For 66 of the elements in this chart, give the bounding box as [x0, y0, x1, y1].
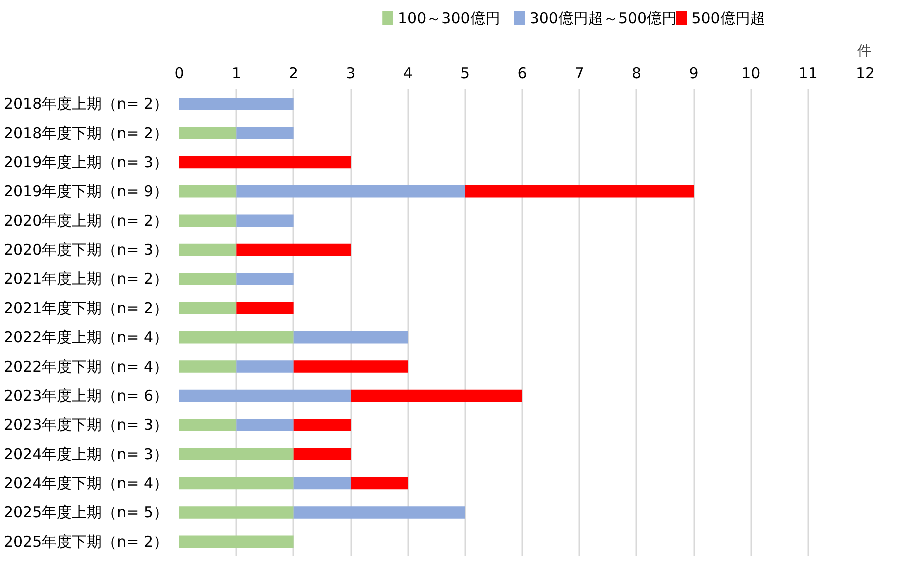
- y-tick-label: 2021年度上期（n= 2）: [4, 270, 168, 288]
- bar: [180, 214, 237, 227]
- y-tick-label: 2025年度下期（n= 2）: [4, 532, 168, 551]
- bar: [180, 536, 294, 548]
- y-tick-label: 2025年度上期（n= 5）: [4, 504, 168, 522]
- bar: [236, 214, 294, 227]
- bar: [180, 506, 294, 519]
- bar: [180, 360, 237, 373]
- y-tick-label: 2023年度下期（n= 3）: [4, 416, 168, 434]
- bar: [180, 98, 294, 110]
- y-tick-label: 2018年度下期（n= 2）: [4, 124, 168, 142]
- bar: [236, 302, 294, 315]
- bar: [294, 506, 466, 519]
- bar: [351, 477, 408, 490]
- bar: [180, 244, 237, 256]
- bar: [294, 448, 351, 460]
- bar: [180, 302, 237, 315]
- bar: [465, 186, 694, 198]
- x-tick-label: 3: [346, 64, 356, 82]
- y-tick-label: 2024年度下期（n= 4）: [4, 474, 168, 493]
- bar: [294, 360, 408, 373]
- bar: [180, 477, 294, 490]
- x-tick-label: 7: [574, 64, 584, 82]
- x-tick-label: 9: [689, 64, 699, 82]
- bar: [236, 419, 294, 432]
- bar: [180, 186, 237, 198]
- x-tick-label: 12: [856, 64, 876, 82]
- y-tick-label: 2020年度上期（n= 2）: [4, 212, 168, 230]
- y-tick-label: 2021年度下期（n= 2）: [4, 299, 168, 318]
- bar: [180, 127, 237, 140]
- x-tick-label: 8: [632, 64, 642, 82]
- y-tick-label: 2022年度上期（n= 4）: [4, 328, 168, 347]
- y-tick-label: 2018年度上期（n= 2）: [4, 95, 168, 114]
- legend-label: 100～300億円: [398, 10, 500, 28]
- bar: [236, 273, 294, 286]
- y-tick-label: 2022年度下期（n= 4）: [4, 358, 168, 376]
- bar: [236, 360, 294, 373]
- bar: [180, 419, 237, 432]
- bar: [294, 331, 408, 344]
- y-tick-label: 2019年度上期（n= 3）: [4, 153, 168, 172]
- y-tick-label: 2019年度下期（n= 9）: [4, 182, 168, 201]
- bar: [294, 419, 351, 432]
- legend-label: 300億円超～500億円: [530, 10, 678, 28]
- bar: [236, 127, 294, 140]
- bar: [236, 244, 351, 256]
- bar: [236, 186, 466, 198]
- bar: [180, 331, 294, 344]
- x-tick-label: 5: [460, 64, 470, 82]
- x-axis-title: 件: [858, 44, 872, 60]
- y-tick-label: 2023年度上期（n= 6）: [4, 386, 168, 405]
- y-tick-label: 2020年度下期（n= 3）: [4, 241, 168, 260]
- bar: [180, 390, 351, 402]
- x-tick-label: 4: [403, 64, 413, 82]
- x-tick-label: 1: [232, 64, 242, 82]
- bar: [180, 448, 294, 460]
- bar: [180, 273, 237, 286]
- bar: [180, 156, 351, 169]
- x-tick-label: 11: [798, 64, 818, 82]
- y-tick-label: 2024年度上期（n= 3）: [4, 445, 168, 464]
- bar: [294, 477, 351, 490]
- legend-label: 500億円超: [692, 10, 766, 28]
- x-tick-label: 0: [174, 64, 184, 82]
- bar: [351, 390, 522, 402]
- x-tick-label: 10: [742, 64, 761, 82]
- x-tick-label: 2: [289, 64, 299, 82]
- x-tick-label: 6: [518, 64, 528, 82]
